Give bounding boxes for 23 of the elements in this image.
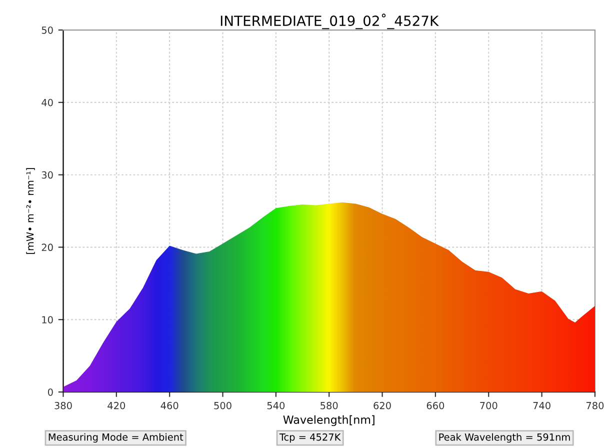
x-tick-label: 700 [480,402,498,410]
text: Peak Wavelength = 591nm [439,433,570,443]
x-tick-label: 500 [214,402,232,410]
x-tick-label: 660 [426,402,444,410]
x-tick-label: 580 [320,402,338,410]
y-tick-label: 30 [42,171,53,179]
chart-title: INTERMEDIATE_019_02˚_4527K [220,14,439,30]
x-tick-label: 780 [586,402,604,410]
x-tick-label: 620 [374,402,391,410]
y-tick-label: 40 [42,98,53,106]
y-tick-label: 20 [42,244,53,252]
y-tick-label: 10 [42,316,53,324]
text: Tcp = 4527K [279,433,341,443]
x-tick-label: 740 [533,402,550,410]
x-tick-label: 380 [54,402,72,410]
y-tick-label: 0 [48,388,53,396]
text: Measuring Mode = Ambient [48,433,184,443]
x-axis-title: Wavelength[nm] [283,415,374,426]
x-tick-label: 460 [160,402,178,410]
y-tick-label: 50 [42,26,53,34]
y-axis-title: [mW• m⁻²• nm⁻¹] [26,168,35,254]
x-tick-label: 540 [267,402,285,410]
x-tick-label: 420 [108,402,126,410]
